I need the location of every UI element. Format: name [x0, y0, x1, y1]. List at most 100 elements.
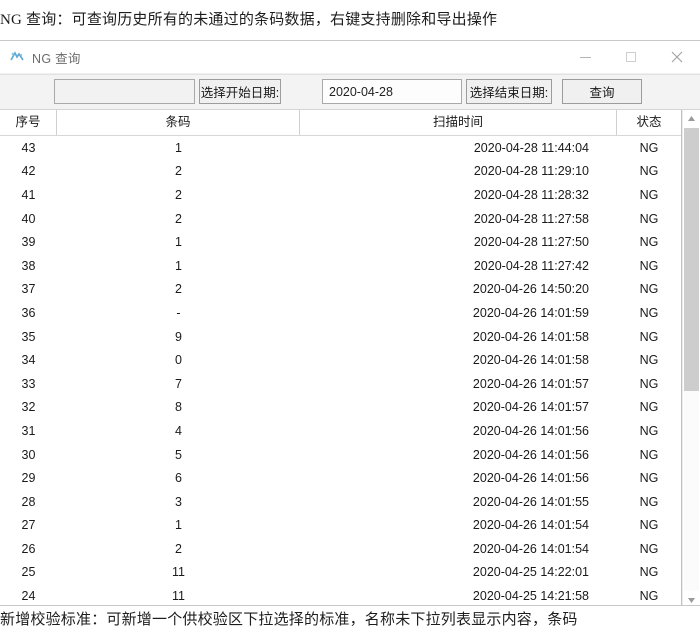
close-button[interactable]: [654, 41, 700, 73]
cell-seq: 43: [21, 140, 36, 155]
cell-time: 2020-04-28 11:27:50: [473, 235, 589, 250]
table-row[interactable]: 29 6 2020-04-26 14:01:56 NG: [0, 466, 681, 490]
cell-seq: 41: [21, 187, 36, 202]
cell-status: NG: [639, 400, 659, 415]
cell-code: 1: [175, 140, 182, 155]
table-row[interactable]: 30 5 2020-04-26 14:01:56 NG: [0, 443, 681, 467]
cell-status: NG: [639, 353, 659, 368]
maximize-button[interactable]: [608, 41, 654, 73]
cell-time: 2020-04-28 11:44:04: [473, 140, 589, 155]
cell-time: 2020-04-28 11:27:58: [473, 211, 589, 226]
table-row[interactable]: 41 2 2020-04-28 11:28:32 NG: [0, 183, 681, 207]
cell-code: 9: [175, 329, 182, 344]
table-body: 43 1 2020-04-28 11:44:04 NG 4 2 2 2020-04-28 11…: [0, 136, 681, 605]
cell-status: NG: [639, 164, 659, 179]
table-row[interactable]: 26 2 2020-04-26 14:01:54 NG: [0, 537, 681, 561]
cell-code: 5: [175, 447, 182, 462]
table-row[interactable]: 43 1 2020-04-28 11:44:04 NG: [0, 136, 681, 160]
cell-status: NG: [639, 258, 659, 273]
cell-time: 2020-04-26 14:01:54: [472, 541, 589, 556]
cell-time: 2020-04-26 14:01:56: [472, 447, 589, 462]
scroll-up-arrow[interactable]: [683, 110, 700, 127]
select-end-date-button[interactable]: 选择结束日期:: [466, 79, 552, 104]
cell-status: NG: [639, 140, 659, 155]
cell-status: NG: [639, 282, 659, 297]
cell-time: 2020-04-26 14:01:59: [472, 305, 589, 320]
cell-code: 4: [175, 423, 182, 438]
cell-code: 2: [175, 187, 182, 202]
minimize-button[interactable]: [562, 41, 608, 73]
cell-status: NG: [639, 541, 659, 556]
table-row[interactable]: 31 4 2020-04-26 14:01:56 NG: [0, 419, 681, 443]
cell-seq: 37: [21, 282, 36, 297]
cell-code: 7: [175, 376, 182, 391]
cell-code: 1: [175, 258, 182, 273]
cell-code: 0: [175, 353, 182, 368]
table-row[interactable]: 28 3 2020-04-26 14:01:55 NG: [0, 490, 681, 514]
cell-seq: 39: [21, 235, 36, 250]
table-row[interactable]: 33 7 2020-04-26 14:01:57 NG: [0, 372, 681, 396]
cell-status: NG: [639, 423, 659, 438]
search-input[interactable]: [54, 79, 195, 104]
table-row[interactable]: 40 2 2020-04-28 11:27:58 NG: [0, 207, 681, 231]
ng-query-window: NG 查询 选择开始日期: 2020-04-28 选择结束日期: 查询: [0, 40, 700, 606]
column-header-time[interactable]: 扫描时间: [300, 110, 617, 135]
table-row[interactable]: 37 2 2020-04-26 14:50:20 NG: [0, 278, 681, 302]
cell-seq: 30: [21, 447, 36, 462]
table-row[interactable]: 39 1 2020-04-28 11:27:50 NG: [0, 230, 681, 254]
cell-time: 2020-04-26 14:01:57: [472, 400, 589, 415]
table-row[interactable]: 34 0 2020-04-26 14:01:58 NG: [0, 348, 681, 372]
window-controls: [562, 41, 700, 73]
cell-code: 11: [172, 589, 185, 604]
cell-status: NG: [639, 471, 659, 486]
column-header-code[interactable]: 条码: [57, 110, 300, 135]
table-row[interactable]: 27 1 2020-04-26 14:01:54 NG: [0, 514, 681, 538]
cell-status: NG: [639, 589, 659, 604]
cell-time: 2020-04-26 14:50:20: [472, 282, 589, 297]
table-row[interactable]: 25 11 2020-04-25 14:22:01 NG: [0, 561, 681, 585]
table-row[interactable]: 42 2 2020-04-28 11:29:10 NG: [0, 160, 681, 184]
end-date-input[interactable]: 2020-04-28: [322, 79, 462, 104]
maximize-icon: [626, 52, 636, 62]
cell-time: 2020-04-26 14:01:54: [472, 518, 589, 533]
cell-time: 2020-04-26 14:01:55: [472, 494, 589, 509]
cell-code: 2: [175, 282, 182, 297]
cell-seq: 34: [21, 353, 36, 368]
table-row[interactable]: 38 1 2020-04-28 11:27:42 NG: [0, 254, 681, 278]
column-header-seq[interactable]: 序号: [0, 110, 57, 135]
cell-time: 2020-04-26 14:01:58: [472, 329, 589, 344]
scrollbar-thumb[interactable]: [684, 128, 699, 391]
query-button[interactable]: 查询: [562, 79, 642, 104]
cell-seq: 35: [21, 329, 36, 344]
cell-seq: 40: [21, 211, 36, 226]
cell-seq: 36: [21, 305, 36, 320]
cell-seq: 31: [21, 423, 36, 438]
cell-seq: 38: [21, 258, 36, 273]
table-row[interactable]: 32 8 2020-04-26 14:01:57 NG: [0, 396, 681, 420]
cell-code: -: [176, 305, 181, 320]
vertical-scrollbar[interactable]: [682, 110, 700, 605]
cell-status: NG: [639, 565, 659, 580]
select-start-date-button[interactable]: 选择开始日期:: [199, 79, 281, 104]
cell-seq: 27: [21, 518, 36, 533]
table-row[interactable]: 36 - 2020-04-26 14:01:59 NG: [0, 301, 681, 325]
column-header-status[interactable]: 状态: [636, 115, 662, 129]
scrollbar-track[interactable]: [684, 391, 699, 591]
cell-time: 2020-04-26 14:01:56: [472, 471, 589, 486]
cell-time: 2020-04-28 11:28:32: [473, 187, 589, 202]
document-caption-top: NG 查询：可查询历史所有的未通过的条码数据，右键支持删除和导出操作: [0, 12, 498, 28]
cell-status: NG: [639, 376, 659, 391]
cell-status: NG: [639, 494, 659, 509]
window-titlebar[interactable]: NG 查询: [0, 41, 700, 74]
cell-seq: 33: [21, 376, 36, 391]
cell-time: 2020-04-26 14:01:57: [472, 376, 589, 391]
table-row[interactable]: 35 9 2020-04-26 14:01:58 NG: [0, 325, 681, 349]
scroll-down-arrow[interactable]: [683, 592, 700, 605]
cell-seq: 29: [21, 471, 36, 486]
cell-status: NG: [639, 447, 659, 462]
cell-time: 2020-04-26 14:01:56: [472, 423, 589, 438]
cell-status: NG: [639, 211, 659, 226]
cell-time: 2020-04-28 11:29:10: [473, 164, 589, 179]
cell-code: 2: [175, 164, 182, 179]
table-row[interactable]: 24 11 2020-04-25 14:21:58 NG: [0, 584, 681, 605]
